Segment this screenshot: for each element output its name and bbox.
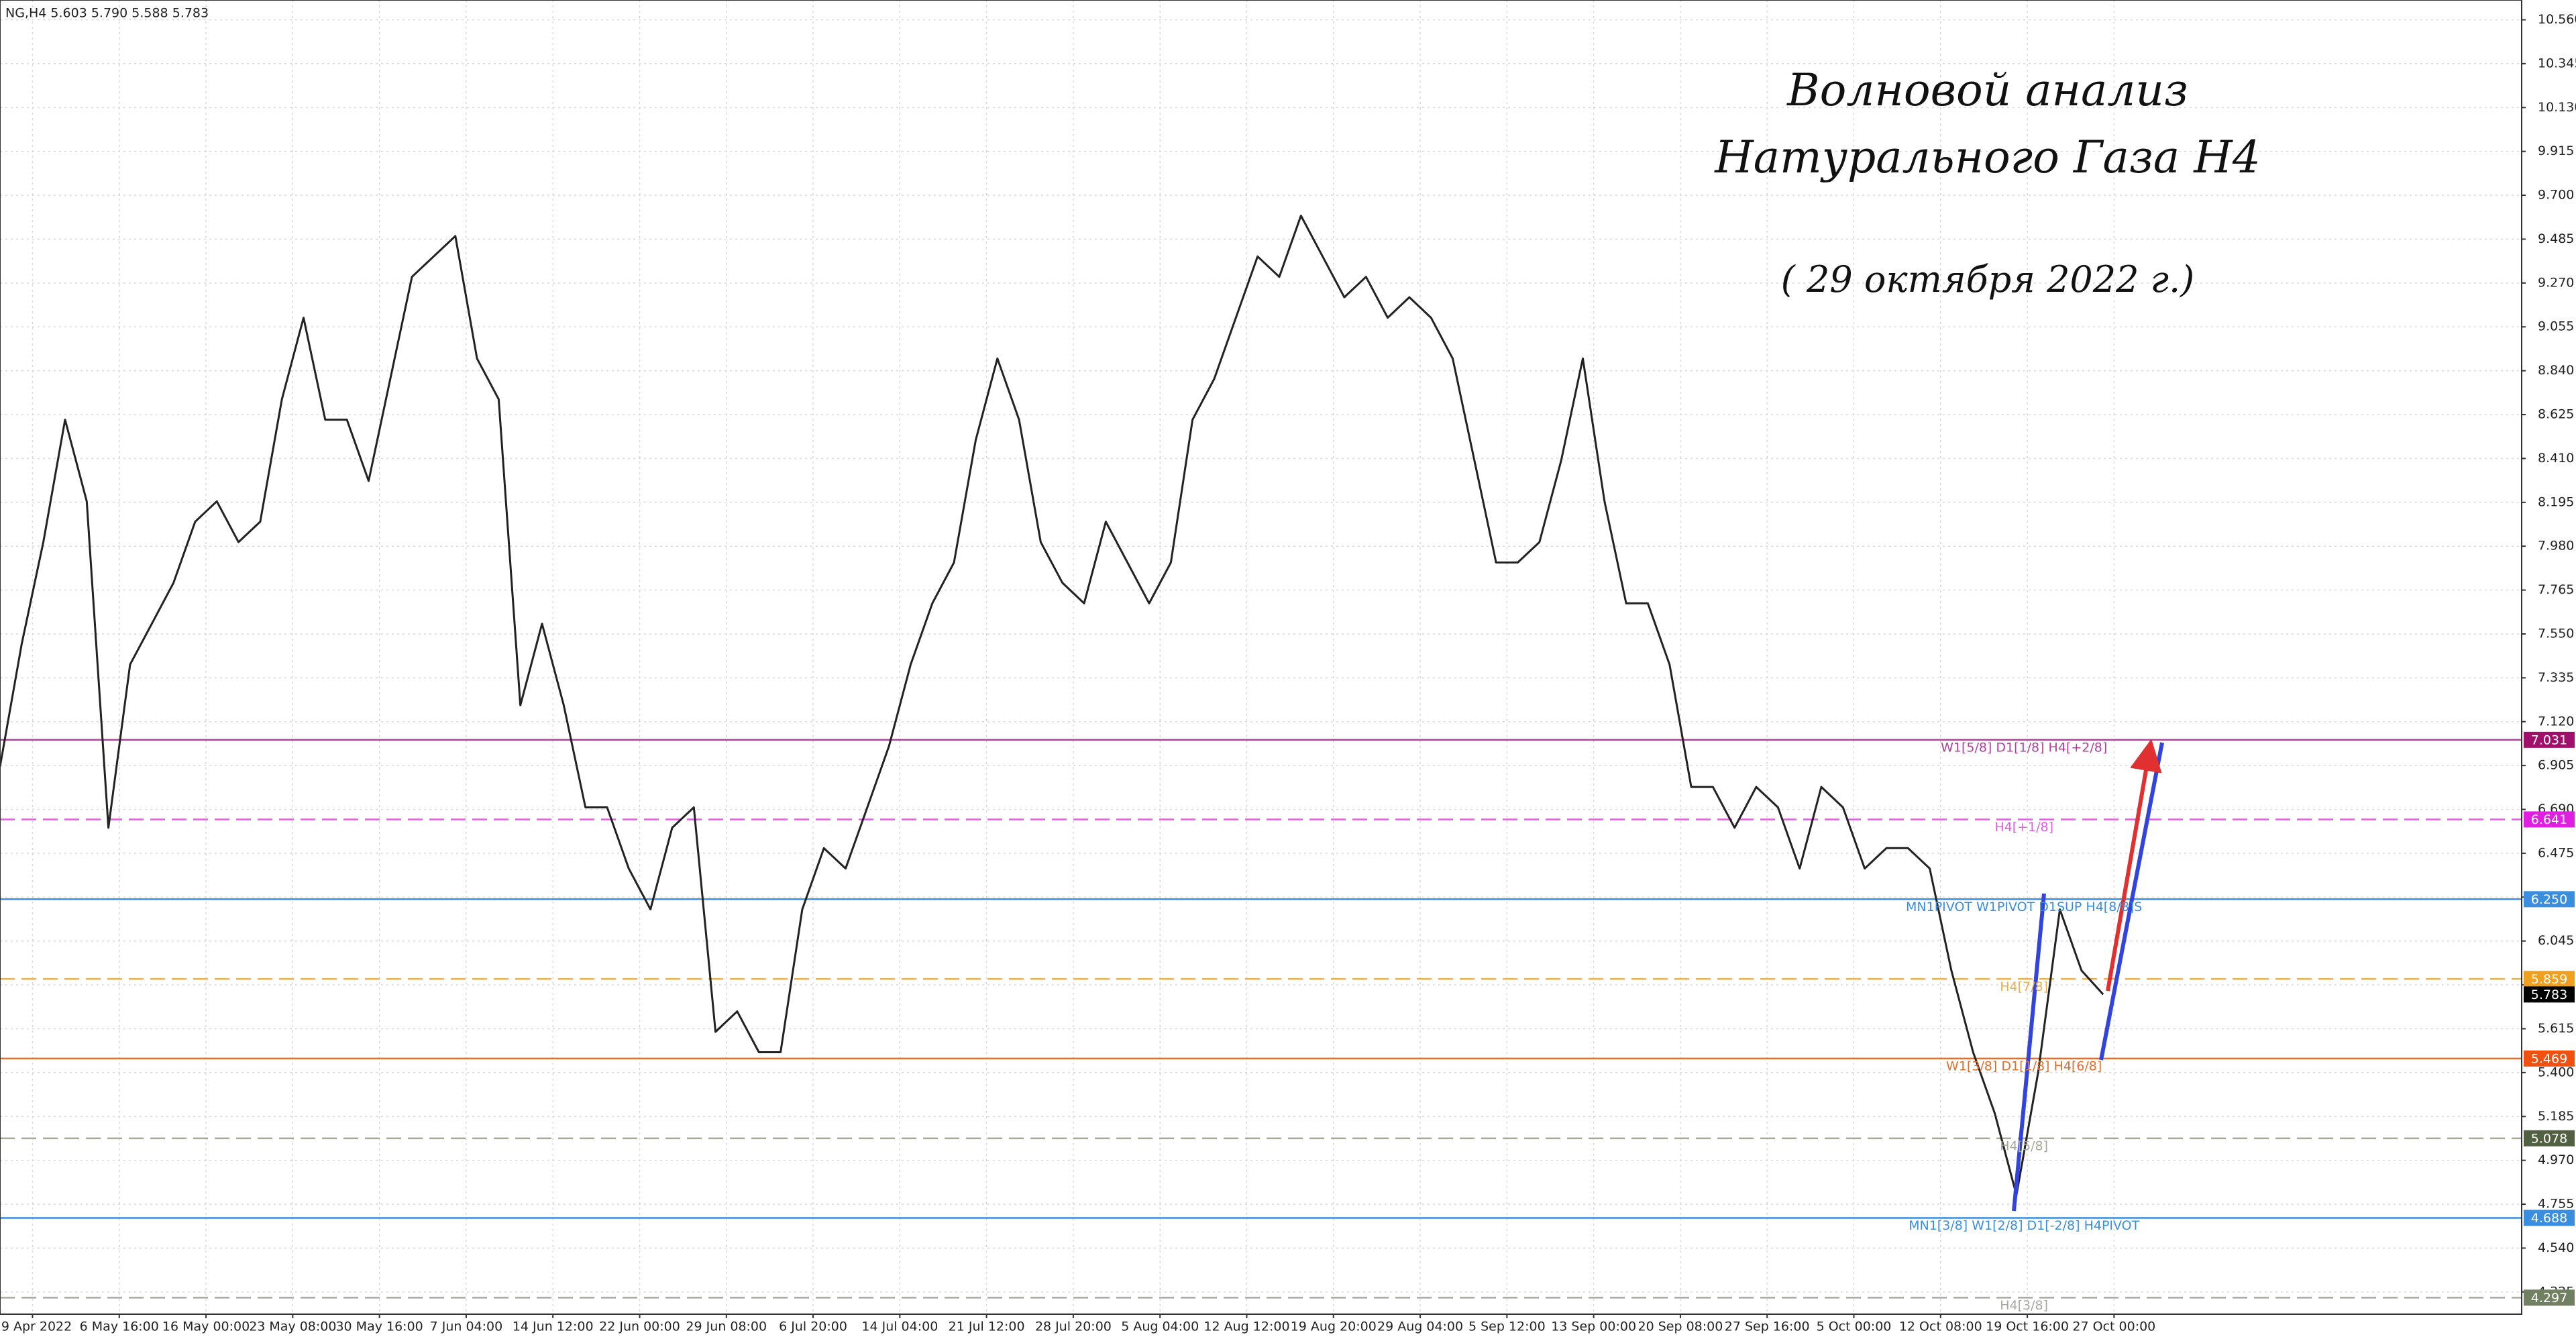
x-tick-label: 14 Jul 04:00 — [861, 1320, 938, 1334]
y-tick-label: 6.905 — [2538, 758, 2574, 773]
title-line: Волновой анализ — [1786, 64, 2188, 116]
y-tick-label: 5.400 — [2538, 1065, 2574, 1079]
price-tag-label: 6.250 — [2531, 892, 2567, 907]
x-tick-label: 29 Apr 2022 — [0, 1320, 72, 1334]
x-tick-label: 28 Jul 20:00 — [1035, 1320, 1112, 1334]
price-tag — [2524, 1130, 2575, 1146]
symbol-header: NG,H4 5.603 5.790 5.588 5.783 — [5, 6, 209, 21]
y-tick-label: 9.485 — [2538, 231, 2574, 246]
price-plot — [0, 215, 2104, 1196]
title-line: Натурального Газа H4 — [1714, 131, 2261, 183]
x-tick-label: 12 Aug 12:00 — [1203, 1320, 1289, 1334]
y-tick-label: 7.980 — [2538, 539, 2574, 553]
level-label: H4[3/8] — [2000, 1298, 2048, 1313]
y-tick-label: 9.915 — [2538, 144, 2574, 158]
y-tick-label: 4.540 — [2538, 1240, 2574, 1255]
x-tick-label: 6 Jul 20:00 — [779, 1320, 847, 1334]
y-tick-label: 10.560 — [2538, 12, 2576, 27]
level-label: W1[3/8] D1[1/8] H4[6/8] — [1946, 1059, 2102, 1074]
price-tag — [2524, 1050, 2575, 1067]
price-tag — [2524, 891, 2575, 908]
level-label: H4[+1/8] — [1994, 820, 2053, 835]
x-tick-label: 5 Sep 12:00 — [1468, 1320, 1546, 1334]
y-tick-label: 9.055 — [2538, 319, 2574, 334]
price-line — [0, 215, 2104, 1196]
x-tick-label: 27 Sep 16:00 — [1725, 1320, 1810, 1334]
price-tag-label: 4.297 — [2531, 1291, 2567, 1305]
x-tick-label: 5 Oct 00:00 — [1817, 1320, 1892, 1334]
wave-line — [2012, 893, 2046, 1212]
price-tag-label: 5.078 — [2531, 1131, 2567, 1146]
y-tick-label: 8.840 — [2538, 363, 2574, 378]
price-tag-label: 7.031 — [2531, 733, 2567, 747]
forecast-arrow — [2106, 739, 2162, 992]
wave-line — [2099, 742, 2164, 1061]
title-line: ( 29 октября 2022 г.) — [1781, 258, 2194, 301]
x-tick-label: 30 May 16:00 — [335, 1320, 423, 1334]
x-tick-label: 19 Oct 16:00 — [1986, 1320, 2069, 1334]
x-tick-label: 20 Sep 08:00 — [1638, 1320, 1723, 1334]
x-tick-label: 27 Oct 00:00 — [2072, 1320, 2155, 1334]
x-tick-label: 19 Aug 20:00 — [1291, 1320, 1377, 1334]
y-tick-label: 4.970 — [2538, 1153, 2574, 1167]
level-label: H4[7/8] — [2000, 979, 2048, 994]
x-tick-label: 12 Oct 08:00 — [1899, 1320, 1982, 1334]
x-tick-label: 5 Aug 04:00 — [1121, 1320, 1199, 1334]
x-tick-label: 21 Jul 12:00 — [949, 1320, 1025, 1334]
price-tag-label: 6.641 — [2531, 812, 2567, 827]
y-tick-label: 5.185 — [2538, 1109, 2574, 1124]
y-tick-label: 10.345 — [2538, 56, 2576, 70]
current-price-tag — [2524, 986, 2575, 1003]
x-tick-label: 14 Jun 12:00 — [513, 1320, 594, 1334]
drawings — [2012, 739, 2164, 1212]
x-tick-label: 7 Jun 04:00 — [430, 1320, 503, 1334]
level-label: MN1[3/8] W1[2/8] D1[-2/8] H4PIVOT — [1909, 1218, 2140, 1233]
y-tick-label: 7.765 — [2538, 582, 2574, 597]
x-tick-label: 29 Jun 08:00 — [686, 1320, 767, 1334]
y-tick-label: 8.410 — [2538, 451, 2574, 466]
y-tick-label: 10.130 — [2538, 100, 2576, 115]
grid — [0, 0, 2522, 1314]
current-price-label: 5.783 — [2531, 987, 2567, 1002]
x-tick-label: 29 Aug 04:00 — [1377, 1320, 1463, 1334]
price-tag — [2524, 1289, 2575, 1306]
labels: 10.560 10.345 10.130 9.915 9.700 9.485 9.270 9.… — [0, 12, 2576, 1334]
x-tick-label: 6 May 16:00 — [80, 1320, 159, 1334]
level-label: W1[5/8] D1[1/8] H4[+2/8] — [1941, 741, 2107, 755]
x-tick-label: 13 Sep 00:00 — [1551, 1320, 1636, 1334]
plot-frame — [0, 0, 2522, 1315]
price-tag — [2524, 971, 2575, 987]
level-label: H4[5/8] — [2000, 1139, 2048, 1154]
y-tick-label: 9.700 — [2538, 188, 2574, 203]
y-tick-label: 7.120 — [2538, 714, 2574, 729]
y-tick-label: 6.045 — [2538, 933, 2574, 948]
y-tick-label: 4.755 — [2538, 1197, 2574, 1212]
price-tag-label: 4.688 — [2531, 1211, 2567, 1226]
x-tick-label: 16 May 00:00 — [162, 1320, 250, 1334]
price-tag — [2524, 811, 2575, 828]
y-tick-label: 9.270 — [2538, 275, 2574, 290]
price-tag — [2524, 731, 2575, 748]
level-label: MN1PIVOT W1PIVOT D1SUP H4[8/8]S — [1906, 900, 2142, 914]
price-tag-label: 5.469 — [2531, 1051, 2567, 1066]
price-tag-label: 5.859 — [2531, 972, 2567, 987]
price-tag — [2524, 1210, 2575, 1226]
y-tick-label: 7.335 — [2538, 670, 2574, 685]
y-tick-label: 8.195 — [2538, 494, 2574, 509]
x-tick-label: 22 Jun 00:00 — [599, 1320, 680, 1334]
y-tick-label: 7.550 — [2538, 626, 2574, 641]
y-tick-label: 8.625 — [2538, 407, 2574, 422]
y-tick-label: 6.475 — [2538, 845, 2574, 860]
y-tick-label: 5.615 — [2538, 1021, 2574, 1036]
x-tick-label: 23 May 08:00 — [249, 1320, 336, 1334]
